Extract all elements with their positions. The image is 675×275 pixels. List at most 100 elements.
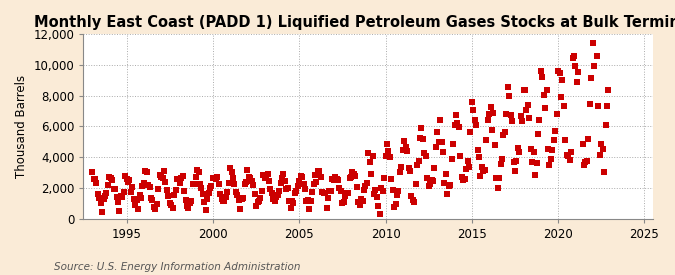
Point (429, 166, 440, 170)
Point (254, 199, 265, 203)
Point (525, 147, 536, 151)
Point (180, 198, 191, 202)
Point (347, 170, 358, 174)
Point (556, 95, 566, 99)
Point (115, 194, 126, 199)
Point (413, 159, 424, 164)
Point (122, 177, 132, 181)
Point (448, 142, 458, 146)
Point (398, 148, 408, 152)
Point (591, 54, 602, 58)
Point (566, 150, 576, 154)
Point (138, 181, 149, 185)
Point (297, 175, 308, 180)
Point (256, 189, 267, 194)
Point (271, 195, 281, 199)
Point (164, 200, 175, 205)
Point (300, 187, 310, 191)
Point (199, 200, 210, 205)
Point (544, 163, 555, 168)
Point (150, 207, 161, 211)
Point (222, 190, 233, 194)
Point (324, 188, 335, 193)
Point (235, 206, 246, 211)
Point (113, 200, 124, 204)
Point (506, 113, 516, 117)
Point (518, 87, 529, 92)
Point (285, 206, 296, 210)
Point (354, 203, 365, 207)
Point (586, 76, 597, 80)
Point (593, 104, 604, 108)
Point (343, 191, 354, 195)
Point (88, 177, 99, 181)
Point (95, 201, 106, 205)
Point (246, 179, 257, 183)
Point (160, 180, 171, 185)
Point (572, 80, 583, 84)
Point (209, 176, 220, 180)
Point (234, 197, 244, 202)
Point (437, 149, 448, 154)
Point (596, 142, 607, 147)
Point (238, 196, 248, 200)
Point (465, 130, 476, 134)
Point (350, 174, 360, 178)
Point (267, 190, 277, 195)
Title: Monthly East Coast (PADD 1) Liquified Petroleum Gases Stocks at Bulk Terminals: Monthly East Coast (PADD 1) Liquified Pe… (34, 15, 675, 30)
Point (173, 177, 184, 182)
Point (392, 192, 402, 197)
Point (567, 56, 578, 60)
Point (472, 148, 483, 152)
Point (474, 155, 485, 159)
Point (301, 199, 312, 203)
Point (255, 195, 266, 200)
Point (402, 149, 412, 153)
Point (375, 212, 385, 217)
Point (328, 178, 339, 182)
Point (248, 183, 259, 187)
Point (151, 202, 162, 206)
Point (144, 185, 155, 189)
Point (302, 198, 313, 202)
Point (282, 186, 293, 190)
Point (146, 196, 157, 200)
Point (535, 69, 546, 73)
Point (481, 138, 491, 142)
Point (590, 29, 601, 33)
Point (348, 172, 359, 177)
Point (489, 143, 500, 147)
Point (451, 112, 462, 117)
Point (477, 165, 487, 170)
Point (361, 181, 372, 186)
Point (369, 192, 379, 197)
Point (110, 186, 121, 191)
Point (568, 54, 579, 58)
Point (239, 182, 250, 186)
Point (377, 189, 388, 194)
Point (310, 172, 321, 177)
Point (597, 146, 608, 151)
Point (545, 157, 556, 161)
Point (105, 176, 116, 180)
Point (394, 170, 405, 175)
Point (167, 205, 178, 210)
Point (178, 174, 188, 178)
Point (387, 188, 398, 192)
Point (294, 179, 304, 183)
Point (264, 179, 275, 183)
Point (288, 201, 299, 205)
Point (200, 208, 211, 213)
Point (137, 184, 148, 188)
Point (524, 116, 535, 120)
Point (291, 188, 302, 193)
Point (278, 172, 289, 176)
Point (485, 105, 496, 109)
Point (370, 188, 381, 192)
Point (470, 123, 481, 128)
Point (111, 195, 122, 199)
Point (314, 169, 325, 174)
Point (287, 199, 298, 203)
Point (601, 103, 612, 108)
Point (416, 126, 427, 131)
